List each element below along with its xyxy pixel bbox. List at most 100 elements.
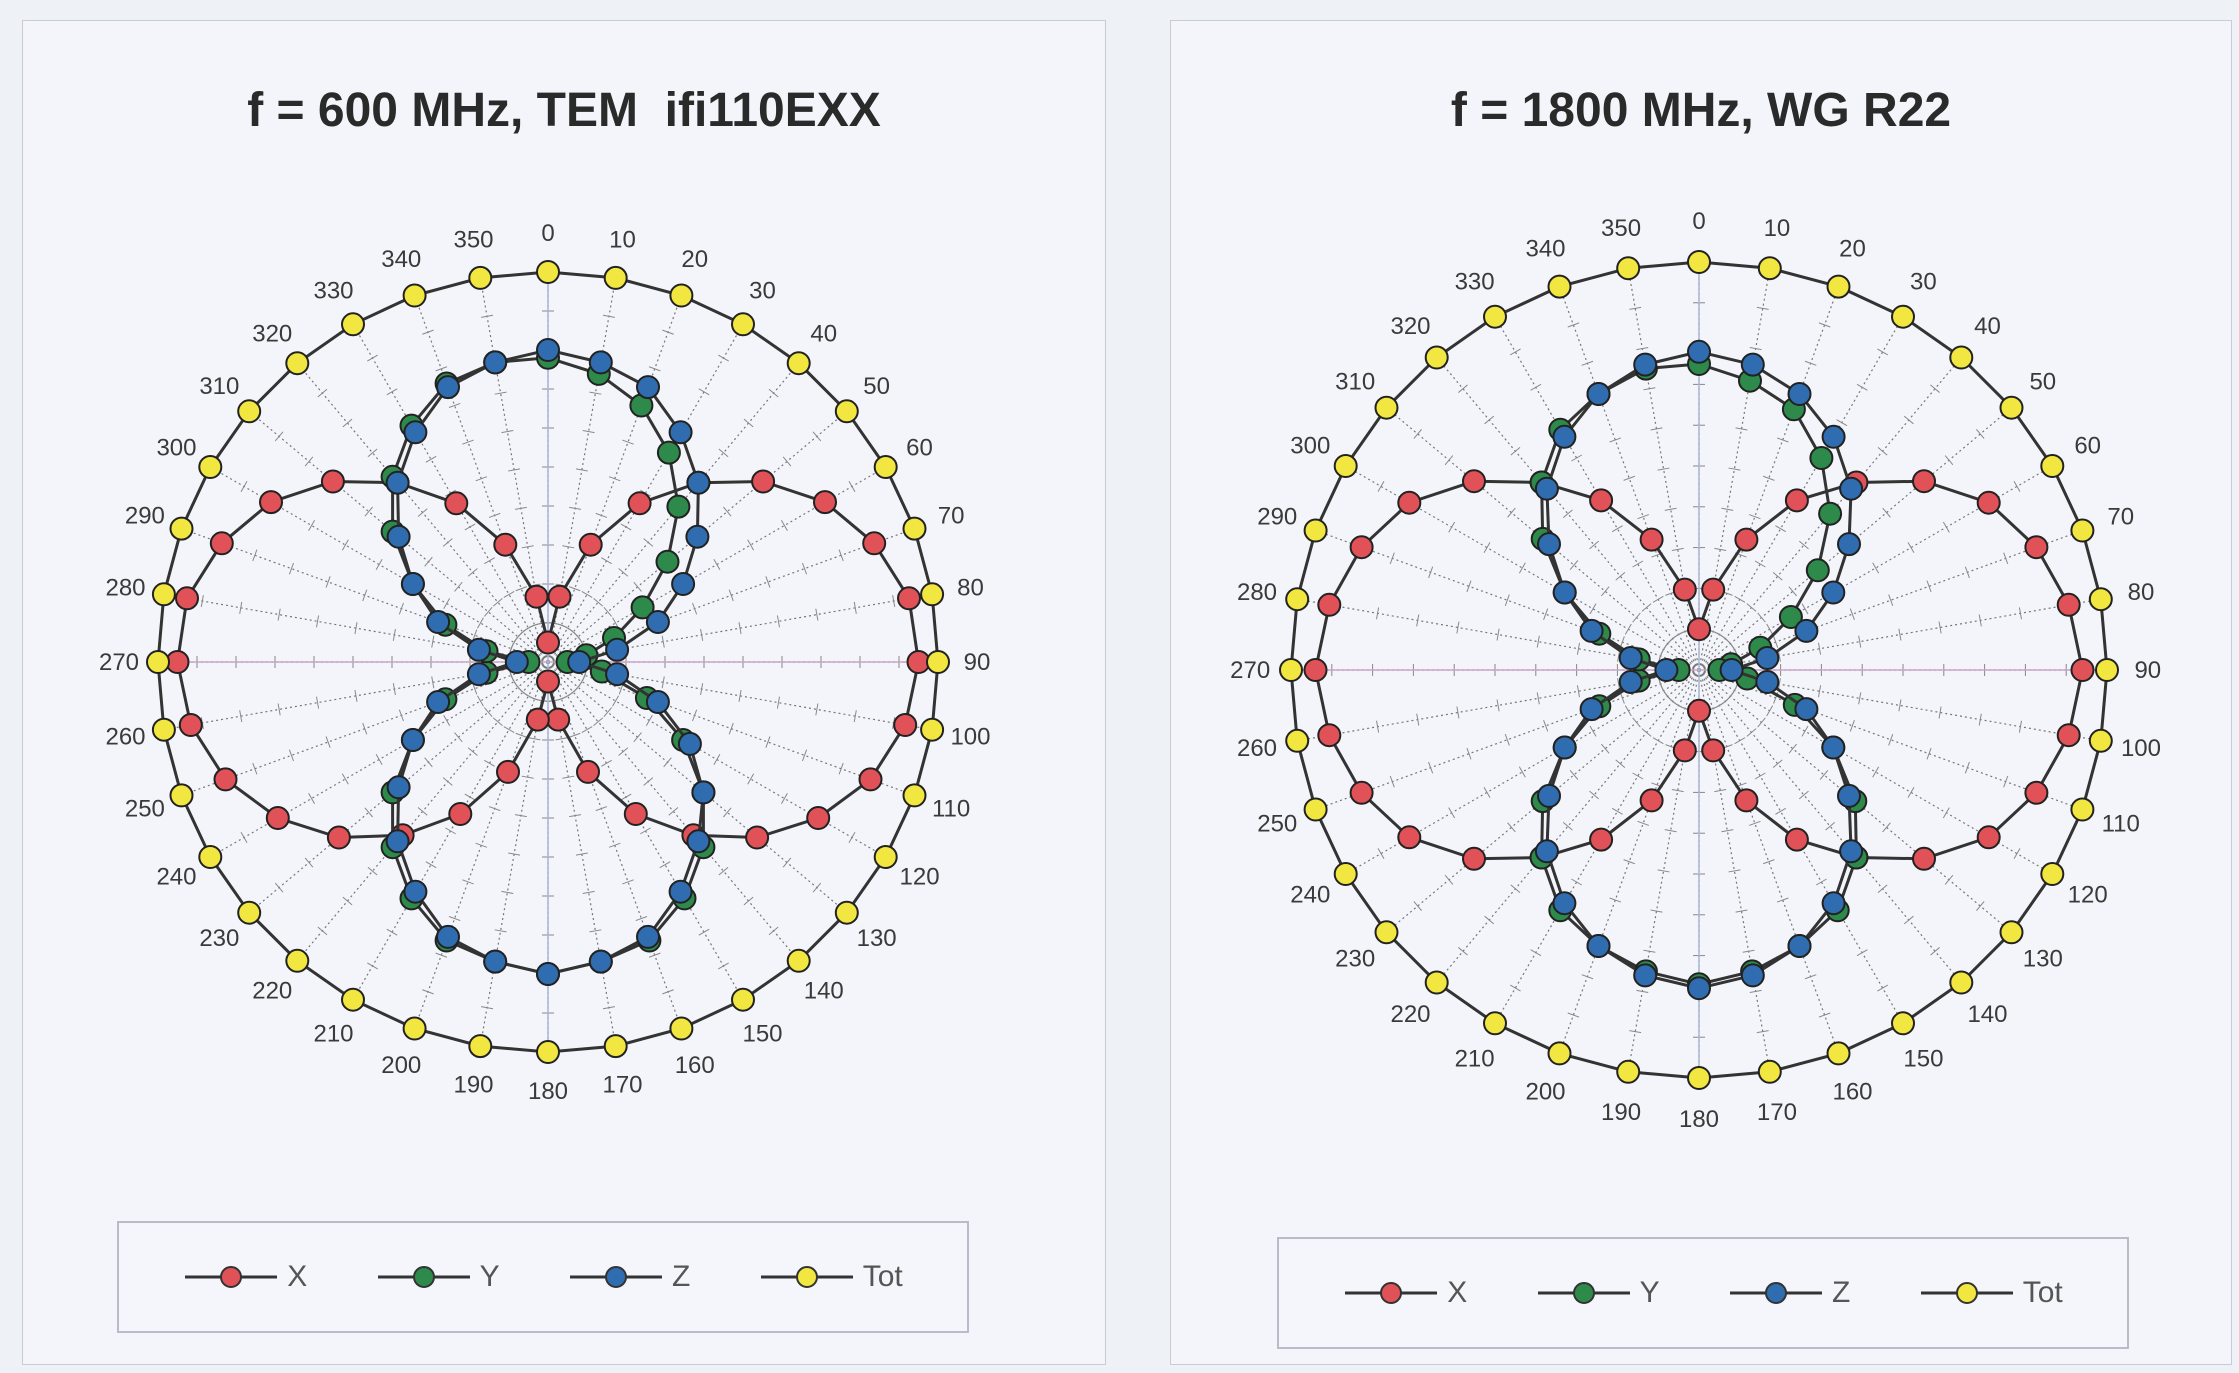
tick-mark — [475, 476, 488, 482]
tick-mark — [1510, 446, 1521, 456]
legend-item-tot: Tot — [759, 1260, 903, 1294]
tick-mark — [776, 696, 780, 709]
point-x-270 — [1303, 658, 1328, 682]
point-z-30 — [668, 420, 693, 445]
angle-label-200: 200 — [1525, 1079, 1565, 1106]
tick-mark — [317, 388, 328, 398]
tick-mark — [1615, 571, 1626, 581]
tick-mark — [1671, 789, 1684, 793]
tick-mark — [1872, 766, 1880, 778]
point-z-270 — [504, 650, 529, 674]
point-z-30 — [1821, 424, 1846, 449]
tick-mark — [815, 608, 819, 621]
point-x-60 — [813, 490, 837, 515]
legend-item-x: X — [183, 1260, 307, 1294]
spoke-line — [414, 661, 549, 1029]
tick-mark — [494, 929, 507, 933]
tick-mark — [492, 717, 503, 726]
tick-mark — [853, 601, 857, 614]
angle-label-230: 230 — [1335, 945, 1375, 972]
tick-mark — [1746, 603, 1757, 612]
tick-mark — [1609, 897, 1622, 903]
angle-label-190: 190 — [453, 1071, 493, 1098]
point-z-340 — [1586, 382, 1611, 406]
point-tot-350 — [1616, 256, 1641, 281]
tick-mark — [1389, 552, 1395, 565]
point-z-330 — [403, 420, 428, 445]
point-tot-0 — [1687, 250, 1711, 274]
tick-mark — [1518, 766, 1526, 778]
point-x-280 — [1317, 592, 1342, 617]
angle-label-130: 130 — [857, 925, 897, 952]
point-z-120 — [677, 731, 702, 756]
series-tot — [146, 260, 950, 1064]
point-tot-240 — [198, 845, 223, 869]
point-z-310 — [386, 524, 411, 549]
tick-mark — [1978, 713, 1982, 726]
point-tot-250 — [169, 783, 194, 808]
tick-mark — [568, 586, 581, 592]
tick-mark — [603, 707, 612, 718]
tick-mark — [1735, 909, 1748, 913]
tick-mark — [484, 606, 493, 617]
tick-mark — [1926, 580, 1932, 593]
tick-mark — [648, 952, 661, 958]
point-tot-240 — [1333, 862, 1358, 886]
tick-mark — [342, 418, 353, 428]
tick-mark — [838, 762, 844, 775]
tick-mark — [728, 589, 734, 602]
tick-mark — [1530, 383, 1542, 391]
spoke-line — [296, 661, 549, 962]
point-x-90 — [2070, 658, 2095, 682]
point-x-310 — [320, 469, 345, 494]
tick-mark — [1721, 829, 1734, 833]
point-z-0 — [1687, 339, 1711, 364]
tick-mark — [595, 512, 608, 518]
tick-mark — [1818, 322, 1831, 328]
angle-label-130: 130 — [2023, 945, 2063, 972]
point-x-300 — [259, 490, 283, 515]
tick-mark — [1629, 306, 1642, 310]
point-z-260 — [466, 662, 491, 687]
tick-mark — [445, 827, 456, 835]
tick-mark — [582, 430, 595, 434]
angle-labels: 0 10 20 30 40 50 60 70 80 90 100 110 120 130 140 150 160… — [99, 220, 991, 1105]
point-tot-50 — [1999, 395, 2024, 420]
point-z-20 — [1787, 382, 1812, 406]
tick-mark — [1576, 685, 1580, 698]
tick-mark — [2013, 848, 2021, 860]
legend-marker-y — [1537, 1282, 1630, 1304]
tick-mark — [1576, 642, 1580, 655]
tick-mark — [848, 832, 856, 843]
angle-label-40: 40 — [810, 320, 837, 347]
spoke-line — [547, 661, 887, 858]
legend-item-y: Y — [1536, 1276, 1660, 1310]
tick-mark — [317, 926, 328, 936]
tick-mark — [1818, 642, 1822, 655]
tick-mark — [1749, 347, 1762, 351]
tick-mark — [622, 879, 634, 885]
angle-label-310: 310 — [1335, 369, 1375, 396]
tick-mark — [765, 576, 771, 588]
tick-mark — [1664, 829, 1677, 833]
point-tot-290 — [169, 516, 194, 541]
legend-marker-tot — [1920, 1282, 2013, 1304]
angle-label-110: 110 — [932, 796, 970, 823]
tick-mark — [1819, 769, 1829, 780]
angle-label-240: 240 — [1290, 881, 1330, 908]
tick-mark — [342, 896, 353, 906]
tick-mark — [603, 606, 612, 617]
tick-mark — [1484, 915, 1495, 925]
point-z-340 — [436, 375, 460, 400]
point-tot-260 — [1285, 728, 1310, 753]
legend-label-tot: Tot — [862, 1260, 903, 1293]
tick-mark — [240, 832, 248, 843]
point-z-300 — [400, 572, 425, 596]
angle-label-40: 40 — [1974, 313, 2001, 340]
tick-mark — [304, 456, 314, 467]
tick-mark — [612, 617, 619, 629]
tick-mark — [643, 538, 654, 547]
tick-mark — [1504, 733, 1510, 746]
tick-mark — [1456, 706, 1460, 719]
tick-mark — [1581, 974, 1594, 980]
